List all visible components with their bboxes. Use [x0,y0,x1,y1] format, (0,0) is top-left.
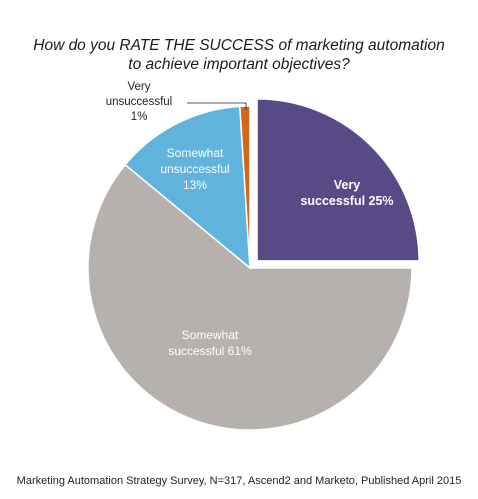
slice-label-somewhat-unsuccessful-line-3: 13% [182,178,208,192]
slice-label-somewhat-successful-line-1: Somewhat [181,328,239,342]
slice-label-very-successful-line-2: successful 25% [300,194,394,208]
slice-label-very-unsuccessful-line-2: unsuccessful [105,96,173,108]
slice-label-very-unsuccessful-line-1: Very [127,81,151,93]
pie-slice-very-successful [256,98,420,262]
slice-label-somewhat-unsuccessful: Somewhat unsuccessful 13% [140,145,250,193]
chart-title-line-1: How do you RATE THE SUCCESS of marketing… [33,37,445,54]
pie-slice-very-unsuccessful [239,105,251,269]
slice-label-very-unsuccessful-line-3: 1% [130,111,148,123]
pie-slices [87,98,420,431]
pie-slice-somewhat-unsuccessful [124,105,251,270]
chart-title-line-2: to achieve important objectives? [128,56,350,73]
slice-label-somewhat-successful-line-2: successful 61% [168,344,252,358]
slice-label-somewhat-unsuccessful-line-2: unsuccessful [160,162,230,176]
pie-slice-somewhat-successful [87,163,413,431]
very-unsuccessful-leader-line [187,102,247,110]
slice-label-very-successful-line-1: Very [333,178,361,192]
slice-label-very-successful: Very successful 25% [292,177,402,209]
slice-label-very-unsuccessful: Very unsuccessful 1% [92,80,186,125]
chart-source-note: Marketing Automation Strategy Survey, N=… [16,475,462,487]
slice-label-somewhat-successful: Somewhat successful 61% [150,327,270,359]
chart-title: How do you RATE THE SUCCESS of marketing… [0,36,478,74]
slice-label-somewhat-unsuccessful-line-1: Somewhat [166,146,224,160]
